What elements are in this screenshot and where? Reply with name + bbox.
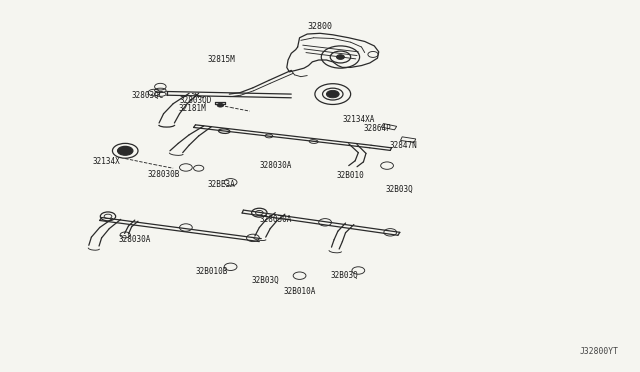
Text: 32815M: 32815M — [207, 55, 235, 64]
Text: 32847N: 32847N — [389, 141, 417, 150]
Text: 32134X: 32134X — [92, 157, 120, 166]
Circle shape — [118, 146, 133, 155]
Text: 328030A: 328030A — [259, 215, 291, 224]
Text: 32864P: 32864P — [364, 124, 391, 133]
Text: 328030A: 328030A — [118, 235, 151, 244]
Text: 32B010A: 32B010A — [284, 287, 316, 296]
Text: J32800YT: J32800YT — [580, 347, 619, 356]
Text: 32134XA: 32134XA — [342, 115, 374, 124]
Circle shape — [326, 90, 339, 98]
Text: 32BE3A: 32BE3A — [207, 180, 235, 189]
Bar — [401, 137, 416, 142]
Text: 32B010B: 32B010B — [195, 267, 228, 276]
Text: 328030B: 328030B — [147, 170, 180, 179]
Text: 32B010: 32B010 — [337, 171, 365, 180]
Text: 32800: 32800 — [307, 22, 333, 31]
Text: 32B03Q: 32B03Q — [252, 276, 280, 285]
Bar — [381, 124, 397, 130]
Text: 32B03Q: 32B03Q — [330, 271, 358, 280]
Circle shape — [337, 55, 344, 59]
Text: 32803QD: 32803QD — [179, 96, 212, 105]
Circle shape — [217, 103, 223, 107]
Text: 32803QC: 32803QC — [131, 91, 164, 100]
Text: 32181M: 32181M — [179, 104, 206, 113]
Text: 328030A: 328030A — [259, 161, 291, 170]
Text: 32B03Q: 32B03Q — [386, 185, 413, 193]
